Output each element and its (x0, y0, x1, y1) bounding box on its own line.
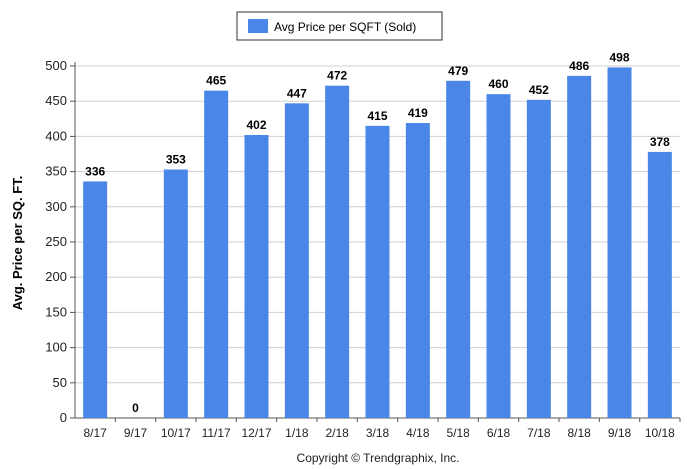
bar-value-label: 479 (448, 64, 468, 78)
x-tick-label: 10/17 (161, 426, 191, 440)
x-tick-label: 2/18 (325, 426, 349, 440)
bar (446, 80, 471, 418)
legend-box (236, 11, 443, 41)
x-tick-label: 4/18 (406, 426, 430, 440)
bar-value-label: 452 (529, 83, 549, 97)
bar-value-label: 472 (327, 69, 347, 83)
y-tick-label: 500 (45, 58, 67, 73)
y-tick-label: 300 (45, 199, 67, 214)
y-tick-label: 50 (53, 375, 67, 390)
bar (204, 90, 229, 418)
bar-value-label: 498 (609, 50, 629, 64)
bar (83, 181, 108, 418)
x-tick-label: 7/18 (527, 426, 551, 440)
bar-value-label: 415 (367, 109, 387, 123)
x-tick-label: 12/17 (241, 426, 271, 440)
x-tick-label: 8/18 (567, 426, 591, 440)
bar (526, 99, 551, 419)
y-tick-label: 250 (45, 234, 67, 249)
bar-value-label: 378 (650, 135, 670, 149)
bar-value-label: 486 (569, 59, 589, 73)
bars (83, 67, 672, 419)
y-tick-label: 400 (45, 128, 67, 143)
bar (325, 85, 350, 418)
bar-value-label: 0 (132, 401, 139, 415)
bar-value-label: 447 (287, 86, 307, 100)
x-tick-label: 3/18 (366, 426, 390, 440)
x-tick-label: 5/18 (446, 426, 470, 440)
x-tick-label: 11/17 (202, 426, 231, 440)
bar-value-label: 353 (166, 152, 186, 166)
bar (244, 134, 269, 418)
y-tick-label: 200 (45, 269, 67, 284)
bar (607, 67, 632, 419)
bar (163, 169, 188, 418)
bar-value-label: 402 (246, 118, 266, 132)
bar (365, 125, 390, 418)
y-tick-label: 350 (45, 164, 67, 179)
bar (284, 103, 309, 418)
legend-label: Avg Price per SQFT (Sold) (274, 20, 416, 34)
x-tick-label: 9/17 (124, 426, 148, 440)
bar-value-label: 460 (488, 77, 508, 91)
x-tick-label: 6/18 (487, 426, 511, 440)
y-axis-label: Avg. Price per SQ. FT. (10, 176, 25, 311)
x-tick-label: 8/17 (83, 426, 107, 440)
y-tick-label: 100 (45, 340, 67, 355)
x-tick-label: 10/18 (645, 426, 675, 440)
y-tick-label: 0 (60, 410, 67, 425)
bar-value-label: 336 (85, 164, 105, 178)
bar-value-label: 419 (408, 106, 428, 120)
y-tick-label: 150 (45, 304, 67, 319)
legend-swatch (248, 19, 268, 33)
x-tick-label: 1/18 (285, 426, 309, 440)
data-labels: 336 0 353 465 402 447 472 415 419 479 460 452 486 498… (85, 50, 670, 415)
bar (486, 94, 511, 418)
bar (647, 151, 672, 418)
bar (567, 75, 592, 418)
x-tick-label: 9/18 (608, 426, 632, 440)
bar-value-label: 465 (206, 74, 226, 88)
legend: Avg Price per SQFT (Sold) (236, 11, 443, 41)
y-tick-label: 450 (45, 93, 67, 108)
copyright-text: Copyright © Trendgraphix, Inc. (297, 451, 460, 465)
bar (405, 123, 430, 419)
